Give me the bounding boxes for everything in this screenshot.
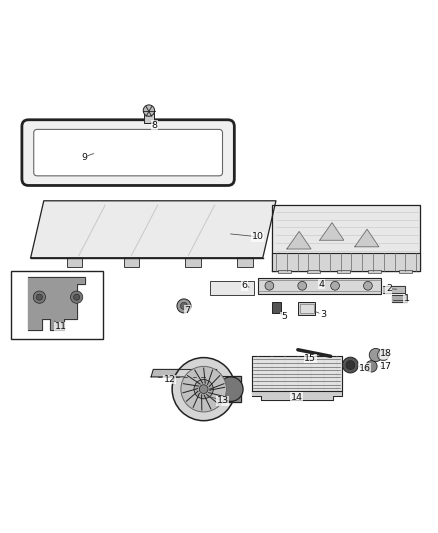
Bar	[272, 302, 281, 313]
Polygon shape	[151, 369, 217, 377]
Text: 12: 12	[163, 375, 176, 384]
Text: 2: 2	[386, 284, 392, 293]
Polygon shape	[383, 286, 405, 293]
Polygon shape	[287, 231, 311, 249]
Circle shape	[33, 291, 46, 303]
Circle shape	[378, 349, 389, 361]
Circle shape	[364, 281, 372, 290]
Text: 4: 4	[318, 279, 324, 288]
Text: 16: 16	[359, 364, 371, 373]
Circle shape	[369, 349, 382, 361]
Text: 10: 10	[251, 232, 264, 241]
Circle shape	[346, 361, 355, 369]
FancyBboxPatch shape	[34, 130, 223, 176]
Text: 7: 7	[184, 306, 191, 315]
Polygon shape	[252, 356, 342, 391]
Circle shape	[71, 291, 83, 303]
Circle shape	[343, 357, 358, 373]
Text: 1: 1	[403, 294, 410, 303]
Text: 3: 3	[320, 310, 326, 319]
Circle shape	[143, 105, 155, 116]
Bar	[258, 278, 381, 294]
Bar	[67, 257, 82, 266]
Bar	[337, 270, 350, 273]
Circle shape	[366, 361, 377, 372]
Polygon shape	[320, 223, 344, 240]
Bar	[124, 257, 139, 266]
Bar	[300, 304, 314, 313]
Circle shape	[180, 302, 187, 310]
Polygon shape	[28, 278, 85, 330]
Text: 14: 14	[291, 393, 303, 402]
Bar	[278, 270, 291, 273]
Bar	[307, 270, 320, 273]
Text: 5: 5	[281, 312, 287, 321]
Circle shape	[194, 379, 213, 399]
Bar	[185, 257, 201, 266]
Circle shape	[219, 377, 243, 401]
Bar	[237, 257, 253, 266]
Text: 15: 15	[304, 354, 316, 363]
Text: 17: 17	[380, 362, 392, 372]
Polygon shape	[272, 205, 420, 271]
Bar	[272, 253, 420, 271]
Circle shape	[199, 385, 208, 393]
Circle shape	[265, 281, 274, 290]
Polygon shape	[355, 229, 379, 247]
Bar	[399, 270, 412, 273]
Text: 13: 13	[216, 396, 229, 405]
Bar	[144, 110, 154, 123]
Bar	[298, 302, 315, 314]
Text: 11: 11	[54, 322, 67, 332]
Polygon shape	[252, 391, 342, 400]
Polygon shape	[392, 295, 407, 302]
Bar	[11, 271, 103, 339]
Circle shape	[74, 294, 80, 300]
Text: 6: 6	[241, 281, 247, 290]
Circle shape	[298, 281, 307, 290]
Circle shape	[331, 281, 339, 290]
Circle shape	[172, 358, 235, 421]
Polygon shape	[31, 201, 276, 258]
Bar	[210, 281, 254, 295]
FancyBboxPatch shape	[22, 120, 234, 185]
Text: 18: 18	[380, 349, 392, 358]
Polygon shape	[221, 376, 241, 402]
Bar	[368, 270, 381, 273]
Text: 9: 9	[81, 152, 87, 161]
Circle shape	[36, 294, 42, 300]
Circle shape	[181, 366, 226, 412]
Circle shape	[177, 299, 191, 313]
Text: 8: 8	[151, 121, 157, 130]
